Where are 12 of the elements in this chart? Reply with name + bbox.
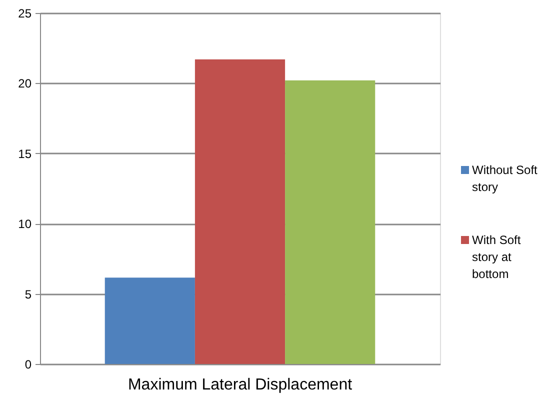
y-tick-label: 10	[18, 217, 32, 232]
y-tick-label: 20	[18, 76, 32, 91]
bar	[104, 278, 195, 364]
y-tick-label: 25	[18, 6, 32, 20]
bar	[285, 80, 376, 364]
legend-label: With Soft story at bottom	[472, 233, 522, 281]
bar	[194, 59, 286, 364]
y-tick-label: 0	[24, 358, 32, 372]
y-tick-label: 15	[18, 146, 32, 161]
legend-label: Without Soft story	[472, 163, 538, 194]
y-tick-label: 5	[24, 287, 32, 302]
x-tick-label: Maximum Lateral Displacement	[128, 376, 353, 394]
